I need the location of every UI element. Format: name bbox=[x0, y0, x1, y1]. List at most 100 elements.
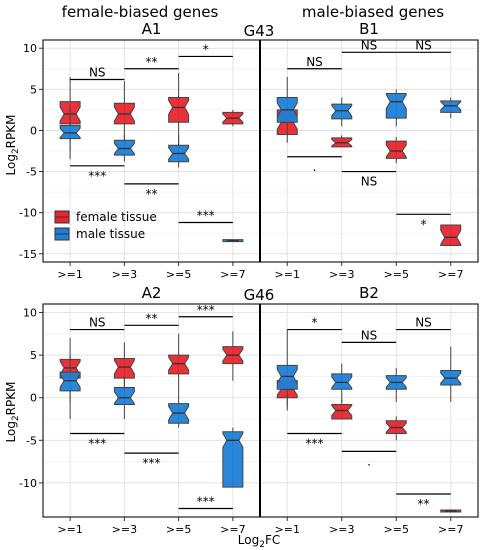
significance-label: *** bbox=[197, 209, 215, 223]
box-A2-male-0 bbox=[59, 355, 81, 420]
x-tick-label: >=1 bbox=[57, 523, 82, 536]
panel-B2: >=1 >=3 >=5 >=7 B2 * NS NS ***. ** bbox=[260, 284, 478, 536]
box-body bbox=[276, 364, 298, 390]
x-tick-label: >=5 bbox=[384, 268, 409, 281]
y-tick-label: -10 bbox=[19, 207, 37, 220]
significance-B1: NS bbox=[287, 55, 342, 70]
x-tick-label: >=7 bbox=[438, 523, 463, 536]
y-axis-label-top: Log2RPKM bbox=[4, 115, 21, 176]
significance-label: * bbox=[312, 316, 318, 330]
x-tick-label: >=5 bbox=[166, 268, 191, 281]
panel-label-B2: B2 bbox=[359, 284, 379, 302]
significance-label: ** bbox=[418, 497, 430, 511]
box-body bbox=[168, 97, 190, 123]
significance-label: NS bbox=[89, 65, 106, 79]
significance-label: . bbox=[367, 454, 371, 468]
significance-label: NS bbox=[361, 38, 378, 52]
y-tick-label: 0 bbox=[30, 124, 37, 137]
box-body bbox=[59, 125, 81, 140]
box-A2-male-1 bbox=[113, 376, 135, 420]
significance-label: *** bbox=[197, 494, 215, 508]
significance-label: . bbox=[313, 160, 317, 174]
significance-B2: ** bbox=[396, 493, 451, 511]
box-B2-male-3 bbox=[440, 346, 462, 402]
significance-A2: NS bbox=[70, 316, 125, 331]
significance-label: ** bbox=[146, 311, 158, 325]
box-B1-male-3 bbox=[440, 97, 462, 119]
legend-label-female: female tissue bbox=[76, 210, 157, 224]
x-tick-label: >=7 bbox=[220, 523, 245, 536]
box-B2-female-2 bbox=[385, 416, 407, 441]
box-body bbox=[440, 100, 462, 113]
x-tick-label: >=1 bbox=[275, 268, 300, 281]
box-B1-male-0 bbox=[276, 77, 298, 135]
significance-B2: * bbox=[287, 316, 342, 331]
significance-B1: NS bbox=[341, 38, 397, 53]
significance-label: NS bbox=[361, 175, 378, 189]
box-B1-female-2 bbox=[385, 137, 407, 164]
box-B1-female-1 bbox=[331, 135, 353, 148]
header-right: male-biased genes bbox=[302, 3, 444, 21]
box-body bbox=[222, 431, 244, 488]
x-tick-label: >=7 bbox=[438, 268, 463, 281]
significance-B2: . bbox=[341, 450, 397, 468]
box-body bbox=[113, 358, 135, 379]
significance-label: ** bbox=[146, 187, 158, 201]
box-A1-male-0 bbox=[59, 105, 81, 160]
panel-background bbox=[260, 304, 478, 517]
significance-B2: NS bbox=[341, 328, 397, 343]
x-tick-label: >=3 bbox=[112, 523, 137, 536]
legend-label-male: male tissue bbox=[76, 227, 145, 241]
box-A1-male-3 bbox=[222, 239, 244, 243]
box-B2-male-1 bbox=[331, 363, 353, 402]
y-tick-label: 5 bbox=[30, 349, 37, 362]
significance-A1: *** bbox=[178, 209, 233, 224]
significance-label: NS bbox=[361, 328, 378, 342]
significance-label: *** bbox=[88, 169, 106, 183]
significance-B2: *** bbox=[287, 432, 342, 451]
significance-label: * bbox=[421, 217, 427, 231]
significance-A2: *** bbox=[124, 452, 179, 470]
significance-B1: NS bbox=[396, 38, 451, 53]
x-tick-label: >=5 bbox=[384, 523, 409, 536]
box-A2-female-3 bbox=[222, 331, 244, 381]
x-tick-label: >=3 bbox=[112, 268, 137, 281]
x-tick-label: >=1 bbox=[57, 268, 82, 281]
significance-A1: ** bbox=[124, 183, 179, 201]
group-label-bottom: G46 bbox=[244, 286, 275, 304]
legend: female tissue male tissue bbox=[54, 210, 157, 241]
significance-A2: ** bbox=[124, 311, 179, 326]
significance-A2: *** bbox=[70, 432, 125, 451]
significance-A2: *** bbox=[178, 494, 233, 510]
box-A1-female-2 bbox=[168, 72, 190, 147]
panel-label-A1: A1 bbox=[142, 20, 162, 38]
box-body bbox=[440, 224, 462, 247]
panel-label-A2: A2 bbox=[142, 284, 162, 302]
x-tick-label: >=7 bbox=[220, 268, 245, 281]
box-A1-male-1 bbox=[113, 134, 135, 162]
significance-label: *** bbox=[197, 303, 215, 317]
significance-B1: * bbox=[396, 213, 451, 231]
significance-label: NS bbox=[415, 38, 432, 52]
box-A2-male-2 bbox=[168, 389, 190, 428]
box-body bbox=[331, 373, 353, 390]
y-tick-label: -15 bbox=[19, 248, 37, 261]
significance-label: NS bbox=[415, 316, 432, 330]
box-body bbox=[168, 354, 190, 375]
x-tick-label: >=1 bbox=[275, 523, 300, 536]
group-label-top: G43 bbox=[244, 22, 275, 40]
box-body bbox=[113, 386, 135, 406]
significance-A1: * bbox=[178, 42, 233, 58]
box-A2-female-2 bbox=[168, 333, 190, 390]
box-B1-female-3 bbox=[440, 224, 462, 247]
y-tick-label: 10 bbox=[23, 307, 37, 320]
y-tick-label: 0 bbox=[30, 392, 37, 405]
y-tick-label: -5 bbox=[26, 434, 37, 447]
box-body bbox=[331, 404, 353, 420]
x-tick-label: >=3 bbox=[329, 268, 354, 281]
y-tick-label: -5 bbox=[26, 166, 37, 179]
